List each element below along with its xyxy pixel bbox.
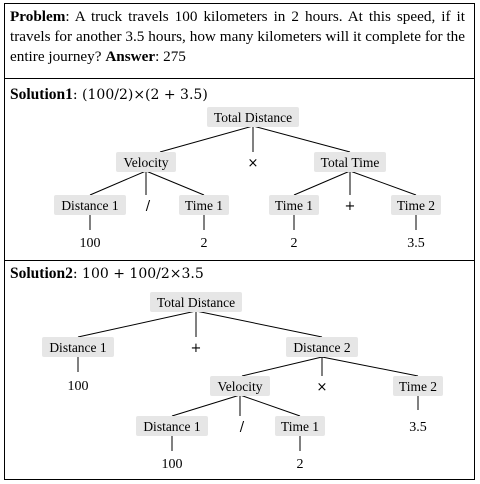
- s2-node-distance1: [42, 337, 114, 357]
- tree-solution2: Total Distance Distance 1 + Distance 2 1…: [42, 292, 443, 472]
- s2-node-time1: [275, 416, 325, 436]
- s1-time2-label: Time 2: [397, 198, 435, 213]
- s2-plus-operator: +: [191, 341, 202, 356]
- s1-node-distance1: [54, 195, 126, 215]
- s1-time1b-label: Time 1: [275, 198, 313, 213]
- s1-node-total-time: [314, 152, 386, 172]
- s1-plus-operator: +: [345, 199, 356, 214]
- s2-root-label: Total Distance: [157, 295, 235, 310]
- problem-text: : A truck travels 100 kilometers in 2 ho…: [10, 8, 465, 65]
- s2-velocity-label: Velocity: [218, 379, 263, 394]
- s2-time1-label: Time 1: [281, 419, 319, 434]
- solution1-formula: : (100/2)×(2 + 3.5): [72, 87, 208, 103]
- s1-root-label: Total Distance: [214, 110, 292, 125]
- tree-solution1: Total Distance Velocity × Total Time Dis…: [54, 107, 441, 251]
- figure-frame: [4, 3, 475, 480]
- divider-problem: [5, 78, 474, 79]
- solution1-label: Solution1: [10, 86, 73, 103]
- s1-leaf-100: 100: [80, 236, 101, 251]
- answer-value: : 275: [155, 48, 186, 65]
- s1-time1-label: Time 1: [185, 198, 223, 213]
- s1-total-time-label: Total Time: [321, 155, 380, 170]
- s1-leaf-2a: 2: [201, 236, 208, 251]
- divider-solutions: [5, 260, 474, 261]
- s2-distance1b-label: Distance 1: [143, 419, 200, 434]
- s1-times-operator: ×: [248, 156, 259, 171]
- s1-node-time1b: [269, 195, 319, 215]
- solution2-label: Solution2: [10, 265, 73, 282]
- s1-leaf-3.5: 3.5: [407, 236, 425, 251]
- solution1-title: Solution1: (100/2)×(2 + 3.5): [10, 86, 208, 104]
- solution2-formula: : 100 + 100/2×3.5: [72, 266, 204, 282]
- s1-node-velocity: [116, 152, 176, 172]
- s1-divide-operator: /: [146, 199, 151, 214]
- s1-leaf-2b: 2: [291, 236, 298, 251]
- s2-divide-operator: /: [240, 420, 245, 435]
- s2-leaf-100: 100: [68, 379, 89, 394]
- s1-node-time1: [179, 195, 229, 215]
- s2-node-time2: [393, 376, 443, 396]
- s2-leaf-2: 2: [297, 457, 304, 472]
- answer-label: Answer: [105, 48, 156, 65]
- s2-distance2-label: Distance 2: [293, 340, 350, 355]
- solution2-title: Solution2: 100 + 100/2×3.5: [10, 265, 204, 283]
- s1-distance1-label: Distance 1: [61, 198, 118, 213]
- s2-time2-label: Time 2: [399, 379, 437, 394]
- s1-node-root: [207, 107, 299, 127]
- problem-statement: Problem: A truck travels 100 kilometers …: [10, 7, 465, 67]
- s2-node-distance2: [286, 337, 358, 357]
- s2-leaf-3.5: 3.5: [409, 420, 427, 435]
- s2-node-root: [150, 292, 242, 312]
- s2-node-distance1b: [136, 416, 208, 436]
- s1-velocity-label: Velocity: [124, 155, 169, 170]
- problem-label: Problem: [10, 8, 66, 25]
- s2-times-operator: ×: [317, 380, 328, 395]
- s2-node-velocity: [210, 376, 270, 396]
- s2-leaf-100b: 100: [162, 457, 183, 472]
- s2-distance1-label: Distance 1: [49, 340, 106, 355]
- s1-node-time2: [391, 195, 441, 215]
